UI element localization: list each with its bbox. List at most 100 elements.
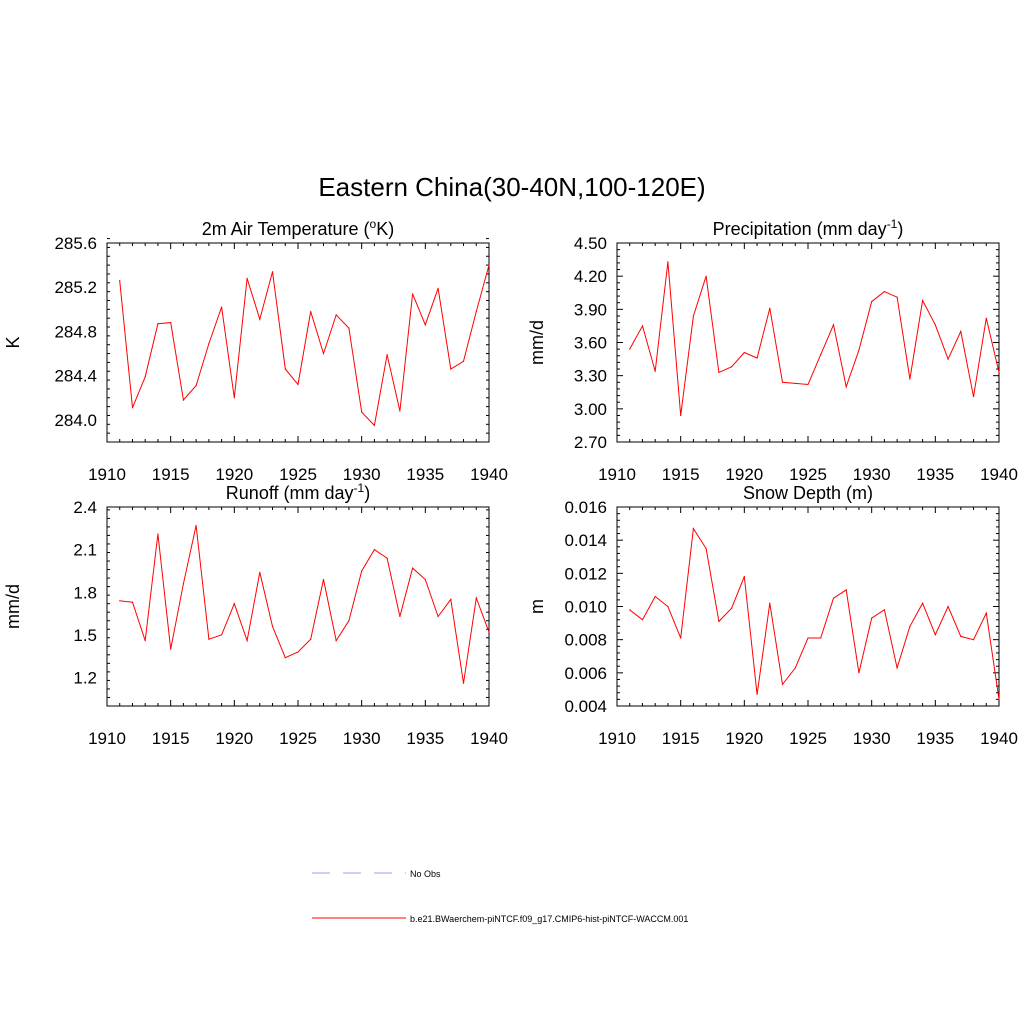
x-tick-label: 1925 — [789, 465, 827, 484]
data-point — [654, 370, 656, 372]
data-point — [641, 619, 644, 621]
data-point — [781, 683, 784, 686]
data-point — [310, 310, 312, 313]
data-point — [182, 399, 184, 401]
data-point — [348, 327, 350, 329]
panel-title-main: Precipitation (mm day — [713, 219, 887, 239]
data-point — [259, 318, 261, 320]
data-point — [858, 349, 860, 351]
data-point — [386, 354, 388, 356]
figure-title: Eastern China(30-40N,100-120E) — [318, 172, 705, 202]
data-point — [934, 324, 936, 326]
data-point — [705, 547, 707, 550]
data-point — [170, 648, 172, 650]
data-point — [373, 424, 375, 427]
data-point — [208, 638, 210, 640]
x-tick-label: 1925 — [279, 465, 317, 484]
x-tick-label: 1940 — [470, 729, 508, 748]
data-point — [412, 567, 414, 569]
y-tick-label: 3.90 — [574, 300, 607, 319]
panel-title-rest: ) — [364, 483, 370, 503]
data-point — [934, 634, 936, 636]
y-tick-label: 1.8 — [73, 583, 97, 602]
data-point — [195, 524, 197, 527]
x-tick-label: 1925 — [789, 729, 827, 748]
data-point — [221, 634, 223, 636]
data-point — [271, 625, 274, 628]
data-point — [871, 617, 873, 619]
y-tick-label: 4.50 — [574, 234, 607, 253]
data-point — [437, 615, 439, 618]
data-point — [361, 570, 363, 572]
data-point — [820, 637, 822, 639]
y-axis-label: m — [527, 599, 547, 614]
data-point — [335, 640, 337, 642]
data-point — [144, 640, 146, 642]
y-tick-label: 3.60 — [574, 334, 607, 353]
data-point — [781, 381, 784, 383]
data-point — [233, 603, 235, 605]
y-axis-label: K — [3, 336, 23, 348]
panel-title-main: Runoff (mm day — [226, 483, 354, 503]
data-point — [922, 602, 924, 604]
y-axis-label: mm/d — [527, 320, 547, 365]
data-point — [922, 299, 924, 302]
data-point — [157, 533, 159, 535]
data-point — [284, 657, 286, 659]
panel-title-main: Snow Depth (m) — [743, 483, 873, 503]
y-tick-label: 0.016 — [564, 498, 607, 517]
data-point — [462, 360, 465, 362]
x-tick-label: 1930 — [853, 729, 891, 748]
y-tick-label: 1.5 — [73, 626, 97, 645]
data-point — [641, 325, 644, 327]
x-tick-label: 1940 — [470, 465, 508, 484]
x-tick-label: 1940 — [980, 465, 1018, 484]
data-point — [909, 625, 911, 628]
data-point — [629, 348, 631, 350]
data-point — [680, 414, 682, 417]
data-point — [322, 578, 325, 581]
data-point — [629, 609, 631, 611]
data-point — [361, 411, 363, 413]
series-line — [119, 264, 490, 427]
plot-frame — [106, 242, 490, 443]
panel-title-superscript: -1 — [354, 481, 365, 495]
data-point — [271, 271, 274, 273]
data-point — [437, 287, 439, 289]
x-tick-label: 1920 — [725, 465, 763, 484]
data-point — [871, 300, 873, 303]
x-tick-label: 1915 — [662, 729, 700, 748]
data-point — [475, 597, 477, 599]
x-tick-label: 1935 — [916, 465, 954, 484]
panel-title: Runoff (mm day-1) — [226, 481, 370, 503]
data-point — [731, 607, 733, 609]
data-point — [947, 605, 949, 608]
data-point — [896, 667, 898, 669]
y-tick-label: 0.010 — [564, 598, 607, 617]
data-point — [743, 351, 745, 354]
data-point — [794, 667, 796, 669]
data-point — [284, 368, 286, 370]
panel-title: Snow Depth (m) — [743, 483, 873, 503]
data-point — [488, 264, 490, 266]
x-tick-label: 1915 — [152, 465, 190, 484]
data-point — [462, 682, 465, 684]
data-point — [475, 310, 477, 313]
data-point — [998, 698, 1000, 700]
data-point — [985, 317, 987, 319]
y-tick-label: 0.014 — [564, 531, 607, 550]
panel-2: 1910 1915 1920 1925 1930 1935 1940 2.70 3.00 3.30… — [527, 217, 1018, 484]
panel-title-superscript: -1 — [887, 217, 898, 231]
panel-title-rest: K) — [376, 219, 394, 239]
y-tick-label: 1.2 — [73, 669, 97, 688]
data-point — [131, 601, 134, 603]
y-tick-label: 2.4 — [73, 498, 97, 517]
data-point — [208, 343, 210, 345]
data-point — [769, 602, 771, 604]
data-point — [832, 324, 835, 326]
x-tick-label: 1930 — [853, 465, 891, 484]
data-point — [998, 371, 1000, 373]
y-tick-label: 3.00 — [574, 400, 607, 419]
data-point — [705, 275, 707, 277]
